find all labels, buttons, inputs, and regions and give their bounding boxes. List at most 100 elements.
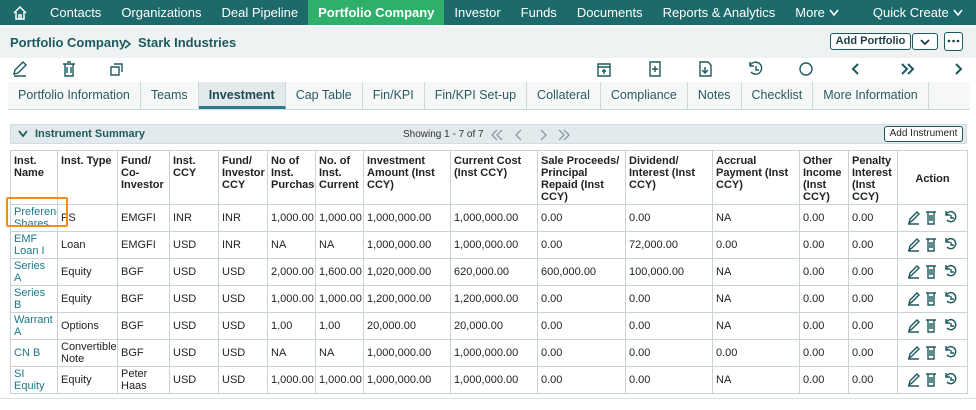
nav-item[interactable]: Organizations <box>111 0 211 25</box>
edit-row[interactable] <box>907 318 920 333</box>
edit-row[interactable] <box>907 345 920 360</box>
tab-bar: Portfolio Information Teams Investment Cap … <box>8 82 970 110</box>
nav-item[interactable]: Deal Pipeline <box>212 0 309 25</box>
add-instrument-button[interactable]: Add Instrument <box>884 126 963 142</box>
cell: 1,000,000.00 <box>450 366 538 394</box>
tab[interactable]: Teams <box>141 82 199 109</box>
history-icon[interactable] <box>749 61 763 75</box>
nav-item[interactable]: Quick Create <box>863 0 973 25</box>
instrument-name-link[interactable]: SI Equity <box>10 366 58 394</box>
tab[interactable]: Cap Table <box>286 82 363 109</box>
history-row[interactable] <box>944 318 956 330</box>
cell: 0.00 <box>625 285 713 313</box>
edit-row[interactable] <box>907 237 920 252</box>
edit-row[interactable] <box>907 210 920 225</box>
delete-row[interactable] <box>925 210 936 225</box>
tab[interactable]: Checklist <box>742 82 814 109</box>
delete-row[interactable] <box>925 345 936 360</box>
instrument-name-link[interactable]: CN B <box>10 339 58 367</box>
table-row: EMF Loan I Loan EMGFI USD INR NA NA 1,000,000.0… <box>10 231 968 259</box>
add-portfolio-dropdown[interactable] <box>912 33 938 50</box>
delete-row[interactable] <box>925 318 936 333</box>
action-icons[interactable] <box>906 263 960 279</box>
cell: Loan <box>57 231 118 259</box>
column-header: Sale Proceeds/ Principal Repaid (Inst CC… <box>537 150 626 205</box>
action-icons[interactable] <box>906 317 960 333</box>
last-page[interactable] <box>558 129 570 141</box>
copy-icon[interactable] <box>110 63 123 76</box>
instrument-name-link[interactable]: Warrant A <box>10 312 58 340</box>
nav-item[interactable]: Investor <box>444 0 510 25</box>
action-icons[interactable] <box>906 209 960 225</box>
prev-icon[interactable] <box>851 63 859 75</box>
nav-item[interactable]: Funds <box>511 0 567 25</box>
tab[interactable]: More Information <box>813 82 929 109</box>
cell: NA <box>712 204 800 232</box>
nav-item[interactable]: Reports & Analytics <box>653 0 786 25</box>
next-icon[interactable] <box>955 63 963 75</box>
more-options-button[interactable] <box>944 32 963 51</box>
cell: 1,000,000.00 <box>363 204 451 232</box>
cell: 620,000.00 <box>450 258 538 286</box>
nav-item[interactable]: Portfolio Company <box>308 0 445 25</box>
nav-item[interactable]: More <box>785 0 849 25</box>
cell: 0.00 <box>537 366 626 394</box>
table-row: Series B Equity BGF USD USD 1,000.00 1,000.00 1… <box>10 285 968 313</box>
edit-row[interactable] <box>907 291 920 306</box>
first-page[interactable] <box>491 129 503 141</box>
instrument-name-link[interactable]: EMF Loan I <box>10 231 58 259</box>
cell: INR <box>218 204 268 232</box>
history-row[interactable] <box>944 264 956 276</box>
tab[interactable]: Investment <box>198 82 286 109</box>
cell: NA <box>712 366 800 394</box>
action-icons[interactable] <box>906 371 960 387</box>
download-icon[interactable] <box>699 61 712 77</box>
history-row[interactable] <box>944 210 956 222</box>
cell: USD <box>218 258 268 286</box>
nav-item[interactable]: Documents <box>567 0 653 25</box>
calendar-icon[interactable] <box>597 63 611 77</box>
action-icons[interactable] <box>906 290 960 306</box>
nav-item[interactable]: Contacts <box>40 0 111 25</box>
tab[interactable]: Fin/KPI Set-up <box>425 82 528 109</box>
next-page[interactable] <box>540 129 547 141</box>
column-header: Inst. Type <box>57 150 118 205</box>
history-row[interactable] <box>944 345 956 357</box>
tab[interactable]: Fin/KPI <box>363 82 425 109</box>
instrument-name-link[interactable]: Series A <box>10 258 58 286</box>
delete-row[interactable] <box>925 237 936 252</box>
history-row[interactable] <box>944 237 956 249</box>
edit-icon[interactable] <box>13 61 27 77</box>
breadcrumb-link[interactable]: Portfolio Company <box>10 35 127 50</box>
cell: Equity <box>57 258 118 286</box>
history-row[interactable] <box>944 372 956 384</box>
tab[interactable]: Compliance <box>601 82 688 109</box>
prev-page[interactable] <box>515 129 522 141</box>
history-row[interactable] <box>944 291 956 303</box>
action-icons[interactable] <box>906 344 960 360</box>
cell: 0.00 <box>848 366 898 394</box>
cell: USD <box>218 339 268 367</box>
cell: 0.00 <box>848 339 898 367</box>
currency-icon[interactable] <box>799 62 813 76</box>
add-portfolio-button[interactable]: Add Portfolio <box>830 33 911 50</box>
top-nav: Contacts Organizations Deal Pipeline Portfo… <box>0 0 976 25</box>
collapse-glyph[interactable] <box>18 130 28 138</box>
tab[interactable]: Notes <box>688 82 742 109</box>
instrument-name-link[interactable]: Preference Shares <box>10 204 58 232</box>
delete-icon[interactable] <box>63 61 75 77</box>
tab[interactable]: Portfolio Information <box>8 82 141 109</box>
add-doc-icon[interactable] <box>649 61 661 77</box>
delete-row[interactable] <box>925 372 936 387</box>
home-icon[interactable] <box>0 0 40 25</box>
dropdown-glyph <box>920 39 930 46</box>
tab[interactable]: Collateral <box>527 82 601 109</box>
instrument-name-link[interactable]: Series B <box>10 285 58 313</box>
delete-row[interactable] <box>925 264 936 279</box>
edit-row[interactable] <box>907 372 920 387</box>
action-icons[interactable] <box>906 236 960 252</box>
delete-row[interactable] <box>925 291 936 306</box>
edit-row[interactable] <box>907 264 920 279</box>
cell: BGF <box>117 285 170 313</box>
last-icon[interactable] <box>901 63 915 75</box>
